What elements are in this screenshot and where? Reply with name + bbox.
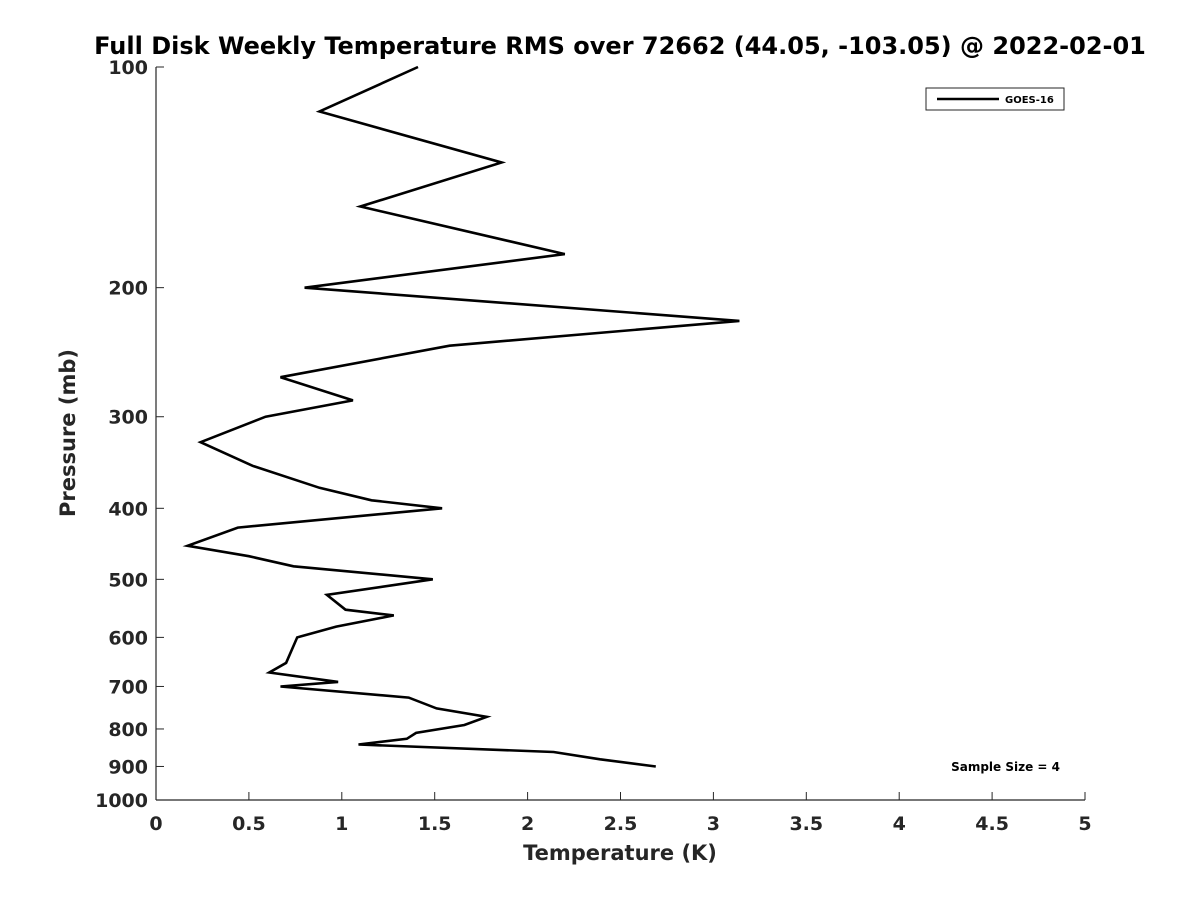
- x-tick-label: 4: [893, 813, 906, 835]
- y-axis-label: Pressure (mb): [56, 349, 80, 517]
- x-tick-label: 0.5: [232, 813, 266, 835]
- x-ticks: 0 0.5 1 1.5 2 2.5 3 3.5 4 4.5 5: [149, 792, 1092, 835]
- legend: GOES-16: [925, 87, 1065, 111]
- x-tick-label: 2.5: [604, 813, 638, 835]
- x-tick-label: 1: [335, 813, 348, 835]
- series-layer: [182, 65, 740, 768]
- y-tick-label: 400: [108, 498, 148, 520]
- y-tick-label: 200: [108, 278, 148, 300]
- y-tick-label: 700: [108, 676, 148, 698]
- x-tick-label: 3: [707, 813, 720, 835]
- y-tick-label: 1000: [95, 790, 148, 812]
- y-tick-label: 300: [108, 407, 148, 429]
- x-tick-label: 5: [1078, 813, 1091, 835]
- y-tick-label: 800: [108, 719, 148, 741]
- y-tick-label: 500: [108, 569, 148, 591]
- y-tick-label: 900: [108, 756, 148, 778]
- x-tick-label: 1.5: [418, 813, 452, 835]
- sample-size-annotation: Sample Size = 4: [951, 760, 1060, 774]
- y-ticks: 100 200 300 400 500 600 700 800 900 1000: [95, 57, 164, 812]
- y-tick-label: 600: [108, 627, 148, 649]
- x-tick-label: 4.5: [975, 813, 1009, 835]
- x-axis-label: Temperature (K): [523, 841, 717, 865]
- x-tick-label: 0: [149, 813, 162, 835]
- chart-title: Full Disk Weekly Temperature RMS over 72…: [94, 32, 1146, 60]
- series-line-goes-16: [182, 65, 740, 768]
- x-tick-label: 2: [521, 813, 534, 835]
- y-tick-label: 100: [108, 57, 148, 79]
- x-tick-label: 3.5: [789, 813, 823, 835]
- legend-label: GOES-16: [1005, 95, 1054, 106]
